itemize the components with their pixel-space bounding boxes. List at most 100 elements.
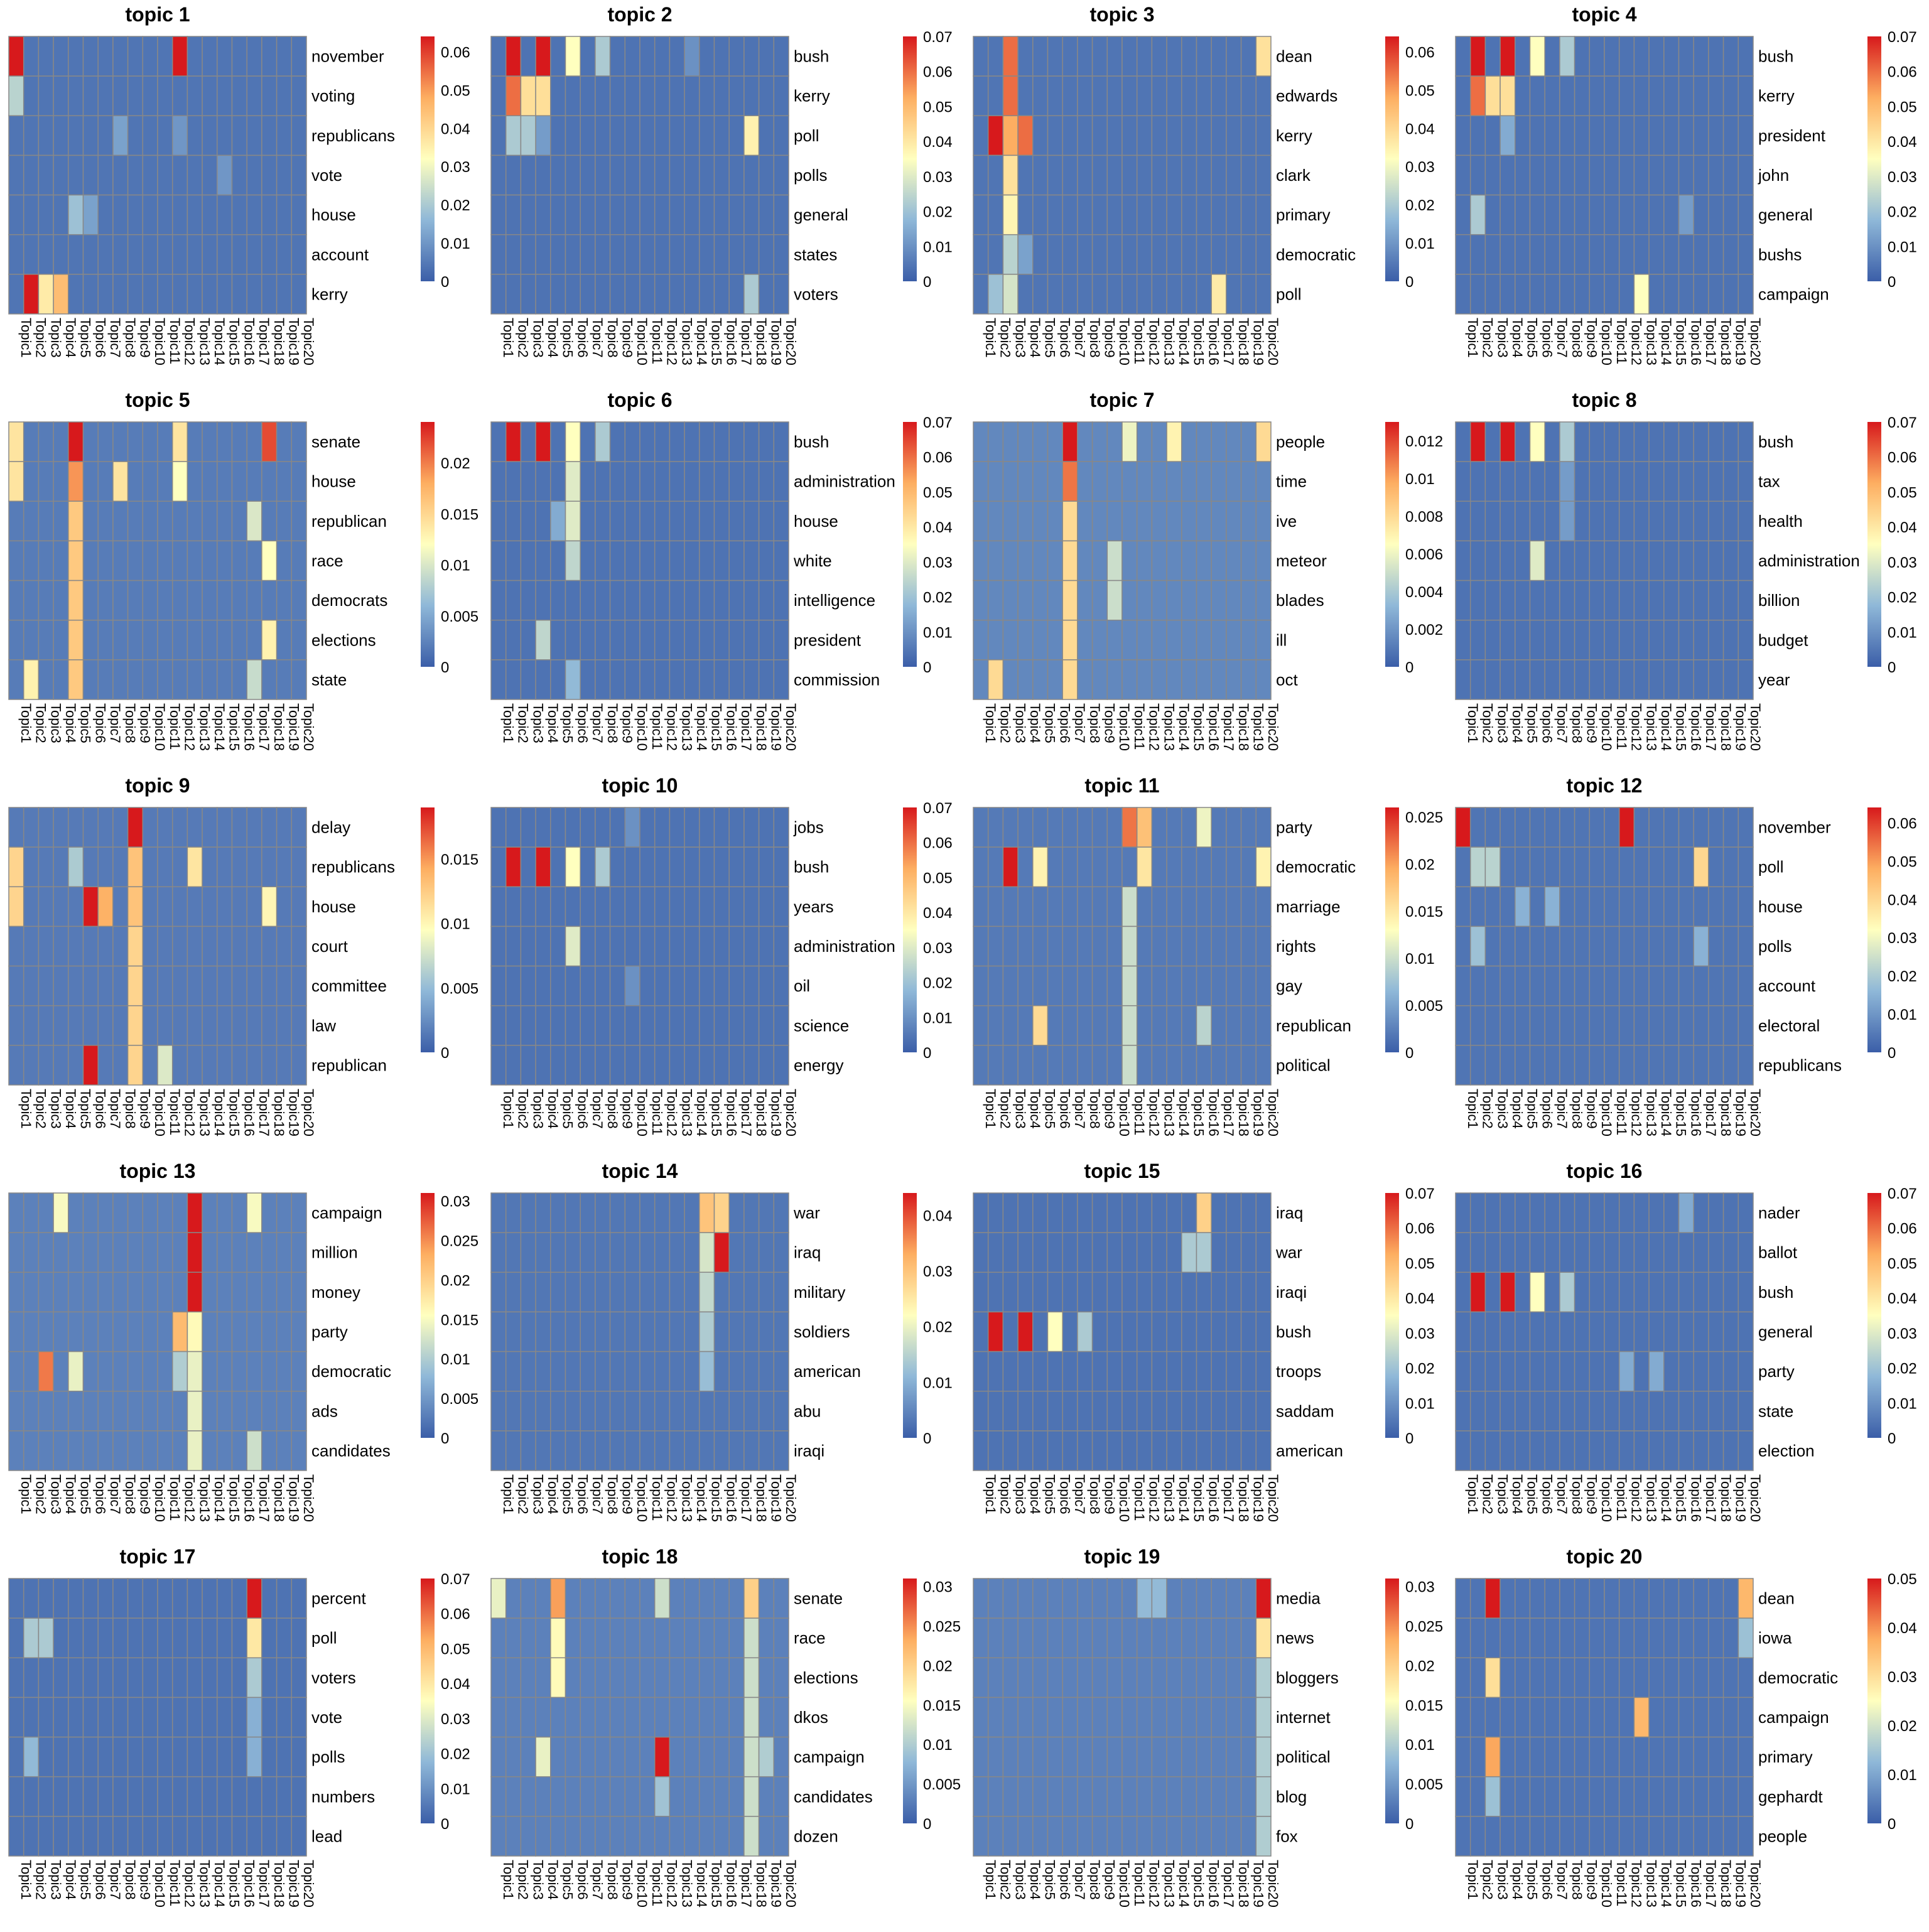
- heatmap-cell: [171, 36, 188, 77]
- heatmap-cell: [1032, 1351, 1049, 1392]
- heatmap-cell: [639, 1351, 656, 1392]
- heatmap-cell: [1240, 580, 1257, 621]
- heatmap-cell: [505, 115, 522, 156]
- column-label: Topic12: [1147, 1089, 1162, 1136]
- heatmap-cell: [1469, 965, 1486, 1006]
- heatmap-cell: [1091, 1232, 1108, 1273]
- column-label: Topic8: [1087, 1089, 1103, 1129]
- heatmap-cell: [1002, 234, 1019, 275]
- heatmap-cell: [1077, 1776, 1093, 1817]
- heatmap-cell: [1693, 421, 1709, 462]
- heatmap-cell: [1106, 36, 1123, 77]
- heatmap-cell: [1077, 274, 1093, 315]
- heatmap-cell: [1484, 1617, 1501, 1659]
- heatmap-cell: [1455, 1657, 1471, 1698]
- heatmap-cell: [1515, 926, 1531, 967]
- heatmap-cell: [202, 500, 218, 542]
- column-label: Topic12: [1629, 1860, 1645, 1908]
- heatmap-cell: [550, 965, 566, 1006]
- colorbar-tick-label: 0.006: [1405, 546, 1443, 563]
- heatmap-cell: [728, 619, 745, 661]
- heatmap-cell: [53, 540, 69, 581]
- heatmap-cell: [171, 1232, 188, 1273]
- heatmap-cell: [38, 1776, 54, 1817]
- heatmap-cell: [127, 75, 144, 117]
- heatmap-cell: [1678, 234, 1694, 275]
- heatmap-cell: [609, 659, 626, 700]
- heatmap-cell: [1136, 1617, 1153, 1659]
- heatmap-cell: [654, 1351, 671, 1392]
- heatmap-cell: [639, 1816, 656, 1857]
- heatmap-cell: [1663, 1430, 1680, 1471]
- row-label: abu: [794, 1401, 821, 1420]
- heatmap-cell: [505, 659, 522, 700]
- heatmap-cell: [1633, 1232, 1650, 1273]
- column-label: Topic15: [1673, 318, 1689, 365]
- column-label: Topic7: [590, 1474, 605, 1514]
- heatmap-cell: [595, 540, 611, 581]
- heatmap-cell: [580, 274, 596, 315]
- heatmap-cell: [1121, 1390, 1138, 1432]
- column-label: Topic5: [78, 1860, 94, 1900]
- heatmap-cell: [1663, 1657, 1680, 1698]
- heatmap-cell: [595, 926, 611, 967]
- colorbar-tick-label: 0.05: [923, 99, 953, 116]
- heatmap-cell: [1091, 1430, 1108, 1471]
- heatmap-cell: [157, 1005, 173, 1046]
- heatmap-cell: [1151, 461, 1167, 502]
- heatmap-cell: [171, 1045, 188, 1086]
- heatmap-cell: [157, 115, 173, 156]
- heatmap-cell: [246, 886, 262, 927]
- heatmap-cell: [1255, 659, 1272, 700]
- heatmap-cell: [68, 1192, 84, 1233]
- heatmap-cell: [1255, 115, 1272, 156]
- heatmap-cell: [261, 274, 278, 315]
- heatmap-cell: [23, 234, 40, 275]
- heatmap-cell: [217, 461, 233, 502]
- heatmap-cell: [97, 1005, 114, 1046]
- heatmap-cell: [1544, 1816, 1560, 1857]
- heatmap-cell: [171, 807, 188, 848]
- heatmap-cell: [82, 75, 99, 117]
- row-label: poll: [311, 1629, 337, 1648]
- heatmap-cell: [1499, 1657, 1516, 1698]
- heatmap-cell: [231, 1430, 247, 1471]
- heatmap-cell: [1240, 1736, 1257, 1778]
- heatmap-cell: [246, 1045, 262, 1086]
- heatmap-cell: [684, 500, 700, 542]
- colorbar-tick-label: 0.004: [1405, 584, 1443, 601]
- heatmap-cell: [699, 619, 715, 661]
- heatmap-cell: [1240, 1657, 1257, 1698]
- heatmap-cell: [973, 846, 989, 888]
- heatmap-cell: [1633, 846, 1650, 888]
- row-label: state: [311, 670, 347, 689]
- column-label: Topic3: [1012, 1474, 1028, 1514]
- heatmap-cell: [1604, 1351, 1620, 1392]
- heatmap-cell: [1648, 1657, 1665, 1698]
- heatmap-cell: [231, 659, 247, 700]
- heatmap-cell: [8, 1271, 24, 1313]
- heatmap-cell: [1515, 1390, 1531, 1432]
- row-label: democratic: [311, 1362, 391, 1381]
- column-label: Topic20: [1265, 1089, 1281, 1136]
- heatmap-cell: [1017, 1697, 1034, 1738]
- colorbar-tick-label: 0.01: [1888, 624, 1917, 641]
- heatmap-cell: [973, 1697, 989, 1738]
- heatmap-cell: [728, 580, 745, 621]
- heatmap-cell: [217, 234, 233, 275]
- column-label: Topic6: [1057, 1860, 1073, 1900]
- heatmap-cell: [1618, 1578, 1635, 1619]
- heatmap-cell: [231, 965, 247, 1006]
- colorbar-tick-label: 0: [923, 659, 931, 676]
- heatmap-cell: [1648, 421, 1665, 462]
- heatmap-cell: [1136, 1697, 1153, 1738]
- column-label: Topic20: [1748, 1089, 1763, 1136]
- column-label: Topic10: [1599, 318, 1614, 365]
- column-label: Topic9: [1584, 703, 1599, 743]
- colorbar-tick-label: 0: [1405, 1430, 1413, 1447]
- heatmap-cell: [38, 540, 54, 581]
- heatmap-cell: [1121, 1697, 1138, 1738]
- heatmap-cell: [505, 1430, 522, 1471]
- column-label: Topic6: [92, 1089, 108, 1129]
- heatmap-cell: [1737, 846, 1754, 888]
